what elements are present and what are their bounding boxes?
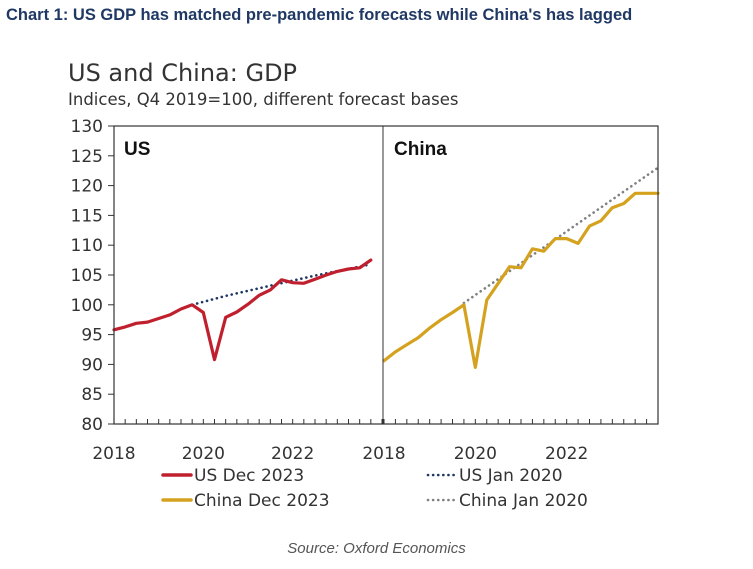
series-line-china_actual <box>382 191 660 369</box>
panel-china: 2018 2020 2022 China <box>362 139 660 464</box>
y-tick-label: 95 <box>81 326 103 346</box>
x-tick-label: 2020 <box>454 444 497 464</box>
y-tick-label: 90 <box>81 355 103 375</box>
panel-label: US <box>124 139 150 160</box>
y-tick-label: 85 <box>81 385 103 405</box>
panel-label: China <box>394 139 447 160</box>
y-tick-label: 110 <box>71 236 103 256</box>
x-tick-label: 2022 <box>545 444 588 464</box>
x-tick-label: 2020 <box>182 444 225 464</box>
legend-label-china_forecast: China Jan 2020 <box>459 491 588 511</box>
y-tick-label: 130 <box>71 117 103 137</box>
chart-subtitle: Indices, Q4 2019=100, different forecast… <box>68 90 458 109</box>
x-tick-label: 2022 <box>271 444 314 464</box>
chart-title: US and China: GDP <box>68 59 297 87</box>
y-tick-label: 115 <box>71 206 103 226</box>
chart-header-title: Chart 1: US GDP has matched pre-pandemic… <box>6 6 633 24</box>
plot-frame <box>113 125 659 425</box>
x-tick-label: 2018 <box>92 444 135 464</box>
x-tick-label: 2018 <box>362 444 405 464</box>
legend-label-us_forecast: US Jan 2020 <box>459 466 563 486</box>
y-tick-label: 120 <box>71 177 103 197</box>
y-tick-label: 100 <box>71 296 103 316</box>
series-line-us_forecast <box>190 262 373 307</box>
y-tick-label: 80 <box>81 415 103 435</box>
panel-us: 2018 2020 2022 US <box>92 139 383 464</box>
panels-group: 2018 2020 2022 US 2018 2020 2022 China <box>92 139 660 464</box>
series-line-china_forecast <box>462 166 660 305</box>
legend: US Dec 2023 US Jan 2020 China Dec 2023 Chin… <box>161 466 588 511</box>
series-line-us_actual <box>112 258 373 362</box>
y-tick-label: 105 <box>71 266 103 286</box>
legend-label-china_actual: China Dec 2023 <box>194 491 330 511</box>
source-note: Source: Oxford Economics <box>287 540 466 557</box>
legend-label-us_actual: US Dec 2023 <box>194 466 304 486</box>
y-axis: 80 85 90 95 100 105 110 115 120 125 130 <box>71 117 114 435</box>
y-tick-label: 125 <box>71 147 103 167</box>
